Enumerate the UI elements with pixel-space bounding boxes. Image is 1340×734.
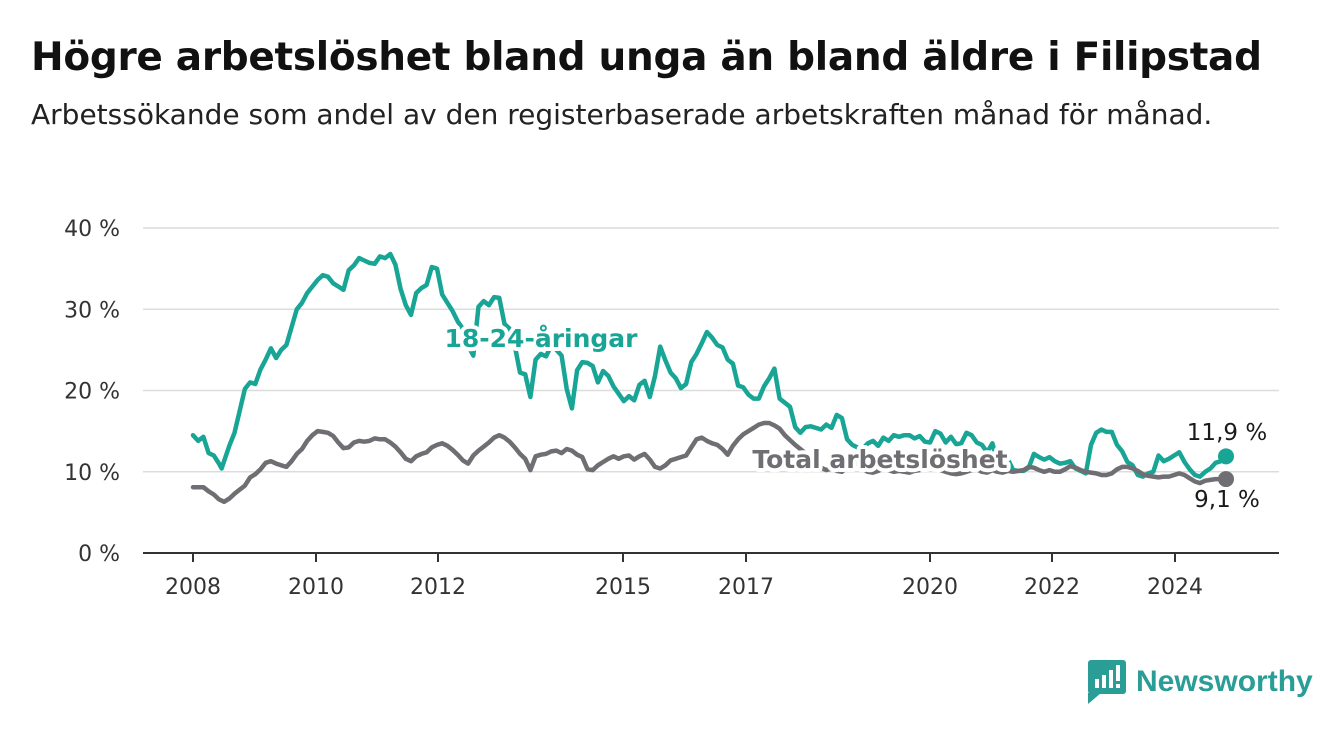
y-tick-label: 10 % xyxy=(64,461,120,486)
series-line-0 xyxy=(190,251,1229,479)
x-tick-label: 2024 xyxy=(1147,575,1203,600)
brand-name: Newsworthy xyxy=(1136,665,1313,698)
x-tick-label: 2020 xyxy=(902,575,958,600)
series-lines xyxy=(190,251,1234,505)
x-tick-label: 2022 xyxy=(1024,575,1080,600)
y-tick-label: 40 % xyxy=(64,217,120,242)
end-value-label: 11,9 % xyxy=(1187,420,1267,446)
y-tick-label: 0 % xyxy=(78,542,120,567)
x-tick-label: 2015 xyxy=(595,575,651,600)
newsworthy-brand[interactable]: Newsworthy xyxy=(1088,660,1313,704)
chart-title: Högre arbetslöshet bland unga än bland ä… xyxy=(31,35,1262,80)
series-end-point-1 xyxy=(1218,471,1234,488)
newsworthy-logo-icon xyxy=(1088,660,1126,704)
y-tick-label: 30 % xyxy=(64,298,120,323)
series-line-1 xyxy=(190,420,1229,505)
axes: 0 % 10 % 20 % 30 % 40 % 2008 2010 2012 2015 2017 2… xyxy=(64,217,1279,600)
x-tick-label: 2012 xyxy=(410,575,466,600)
series-end-point-0 xyxy=(1218,448,1234,465)
y-tick-label: 20 % xyxy=(64,380,120,405)
series-label: 18-24-åringar xyxy=(445,324,639,353)
x-tick-label: 2017 xyxy=(718,575,774,600)
x-tick-label: 2010 xyxy=(288,575,344,600)
series-labels: 18-24-åringar Total arbetslöshet 11,9 % 9,1… xyxy=(441,320,1271,516)
series-label: Total arbetslöshet xyxy=(752,445,1007,474)
x-tick-label: 2008 xyxy=(165,575,221,600)
end-value-label: 9,1 % xyxy=(1194,487,1260,513)
chart-subtitle: Arbetssökande som andel av den registerb… xyxy=(31,98,1213,131)
